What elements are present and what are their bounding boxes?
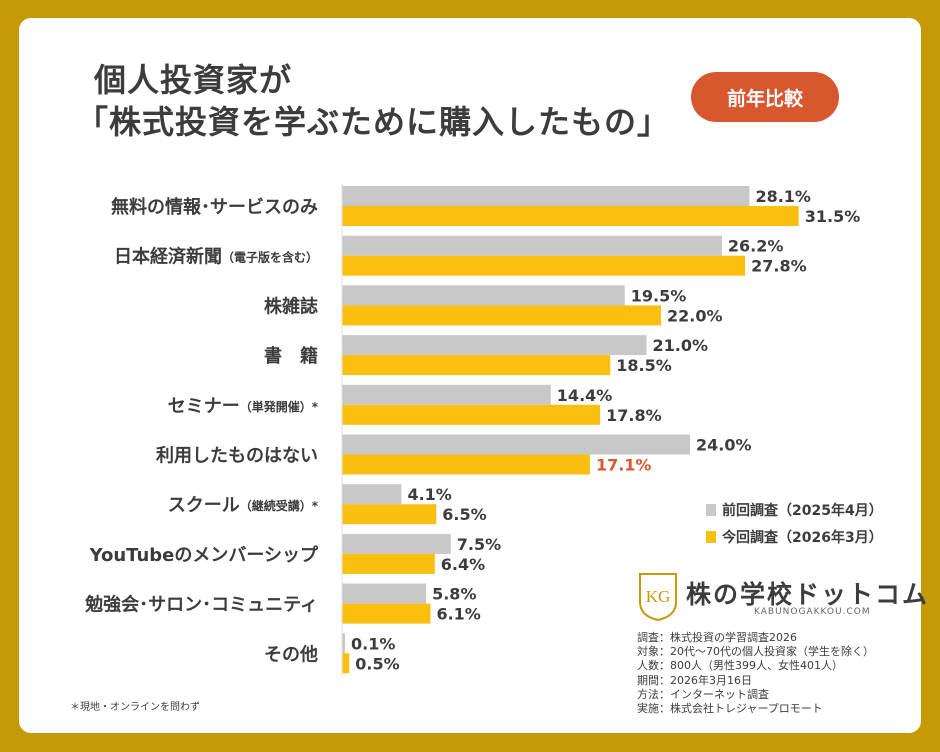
value-label-prev: 7.5% xyxy=(457,535,501,554)
chart-title: 個人投資家が 「株式投資を学ぶために購入したもの」 xyxy=(76,59,670,143)
bar-prev xyxy=(342,633,345,654)
legend-swatch-prev xyxy=(706,503,716,516)
survey-line: 方法：インターネット調査 xyxy=(637,687,769,701)
bar-prev xyxy=(342,434,690,455)
legend-swatch-curr xyxy=(706,530,716,543)
title-line1: 個人投資家が xyxy=(94,61,293,99)
value-label-prev: 26.2% xyxy=(728,237,784,256)
brand-logo: KG 株の学校ドットコム KABUNOGAKKOU.COM xyxy=(636,572,927,622)
category-label: その他 xyxy=(264,643,318,665)
bar-prev xyxy=(342,285,625,306)
bar-curr xyxy=(342,255,746,276)
value-label-curr: 31.5% xyxy=(805,207,861,226)
category-label: 勉強会･サロン･コミュニティ xyxy=(84,594,318,616)
value-label-curr: 6.1% xyxy=(436,605,480,624)
bar-curr xyxy=(342,206,799,226)
bar-prev xyxy=(342,384,551,405)
category-label: 書 籍 xyxy=(264,345,318,367)
logo-name: 株の学校ドットコム xyxy=(686,580,930,609)
legend-label-prev: 前回調査（2025年4月） xyxy=(722,502,883,519)
title-line2: 「株式投資を学ぶために購入したもの」 xyxy=(76,103,671,141)
value-label-prev: 28.1% xyxy=(755,187,811,206)
bar-prev xyxy=(342,335,647,356)
bar-curr xyxy=(342,454,590,475)
value-label-prev: 0.1% xyxy=(351,634,395,653)
bar-curr xyxy=(342,305,661,326)
category-label: 日本経済新聞（電子版を含む） xyxy=(114,246,318,268)
survey-line: 対象：20代〜70代の個人投資家（学生を除く） xyxy=(637,645,874,659)
survey-line: 人数：800人（男性399人、女性401人） xyxy=(637,659,843,673)
value-label-curr: 6.4% xyxy=(441,555,485,574)
value-label-curr: 6.5% xyxy=(442,505,486,524)
value-label-prev: 4.1% xyxy=(407,485,451,504)
survey-line: 調査：株式投資の学習調査2026 xyxy=(637,631,797,644)
comparison-badge: 前年比較 xyxy=(691,72,839,122)
category-label: 利用したものはない xyxy=(156,445,318,467)
category-label: スクール（継続受講）* xyxy=(168,495,319,516)
bar-curr xyxy=(342,653,350,674)
value-label-prev: 19.5% xyxy=(631,286,687,305)
logo-url: KABUNOGAKKOU.COM xyxy=(754,607,871,617)
bar-prev xyxy=(342,484,402,505)
survey-line: 期間：2026年3月16日 xyxy=(637,673,752,687)
value-label-curr: 18.5% xyxy=(616,356,672,375)
chart-card xyxy=(19,18,921,733)
svg-text:KG: KG xyxy=(646,587,671,606)
bar-prev xyxy=(342,186,750,206)
category-label: YouTubeのメンバーシップ xyxy=(89,544,319,566)
value-label-curr: 17.1% xyxy=(596,456,652,475)
value-label-prev: 24.0% xyxy=(696,436,752,455)
logo-mark-icon: KG xyxy=(639,573,677,622)
legend-item-curr: 今回調査（2026年3月） xyxy=(706,523,883,550)
value-label-curr: 27.8% xyxy=(751,257,807,276)
bar-curr xyxy=(342,504,437,525)
bar-prev xyxy=(342,583,427,604)
value-label-curr: 22.0% xyxy=(667,306,723,325)
bar-curr xyxy=(342,603,431,624)
bar-prev xyxy=(342,235,722,256)
legend-label-curr: 今回調査（2026年3月） xyxy=(722,529,883,546)
category-label: セミナー（単発開催）* xyxy=(168,396,319,417)
category-label: 株雑誌 xyxy=(264,295,318,317)
value-label-curr: 0.5% xyxy=(355,654,399,673)
bar-prev xyxy=(342,533,451,554)
value-label-prev: 5.8% xyxy=(432,585,476,604)
survey-line: 実施：株式会社トレジャープロモート xyxy=(637,702,823,716)
bar-curr xyxy=(342,355,611,376)
value-label-prev: 14.4% xyxy=(557,386,613,405)
value-label-curr: 17.8% xyxy=(606,406,662,425)
footnote: ＊現地・オンラインを問わず xyxy=(70,702,200,713)
bar-curr xyxy=(342,404,601,425)
bar-curr xyxy=(342,553,435,574)
survey-info: 調査：株式投資の学習調査2026 対象：20代〜70代の個人投資家（学生を除く）… xyxy=(637,631,874,716)
legend-item-prev: 前回調査（2025年4月） xyxy=(706,496,883,523)
category-label: 無料の情報･サービスのみ xyxy=(111,196,318,218)
value-label-prev: 21.0% xyxy=(653,336,709,355)
legend: 前回調査（2025年4月） 今回調査（2026年3月） xyxy=(706,496,883,550)
